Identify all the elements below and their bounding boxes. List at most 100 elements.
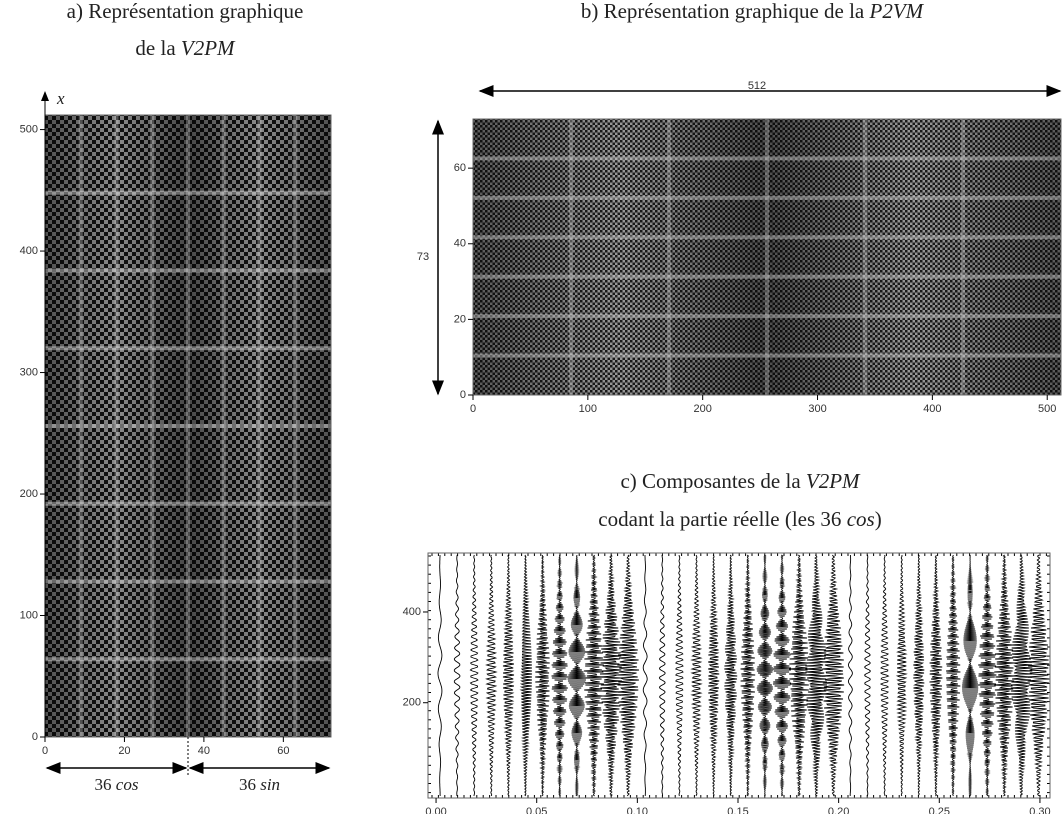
component-curve [485, 554, 498, 797]
text-part: V2PM [181, 36, 236, 60]
annotation: 36 cos [95, 775, 139, 794]
component-curve [453, 554, 461, 797]
text-part: codant la partie réelle (les 36 [598, 507, 846, 531]
heatmap-band [45, 190, 331, 195]
component-curve [642, 555, 648, 797]
component-curve [437, 555, 443, 797]
component-curve [707, 554, 720, 797]
x-tick-label: 0.00 [425, 806, 446, 814]
component-curve [756, 554, 774, 797]
heatmap-band [473, 156, 1061, 161]
text-part: 73 [417, 251, 429, 263]
text-part: de la [135, 36, 180, 60]
text-part: b) Représentation graphique de la [581, 0, 870, 23]
x-tick-label: 0.05 [526, 806, 547, 814]
x-tick-label: 20 [118, 745, 130, 757]
heatmap-band [863, 119, 867, 395]
y-tick-label: 40 [454, 238, 466, 250]
component-curve [822, 554, 845, 797]
x-tick-label: 0.15 [727, 806, 748, 814]
component-curve [617, 554, 640, 797]
component-curve [789, 554, 809, 797]
heatmap-band [150, 115, 155, 737]
x-tick-label: 60 [277, 745, 289, 757]
plot-frame [427, 552, 1051, 799]
heatmap-band [473, 195, 1061, 200]
plot-frame [472, 118, 1062, 396]
panel-title: codant la partie réelle (les 36 cos) [598, 507, 881, 531]
heatmap-shade [45, 115, 331, 737]
component-curve [599, 554, 622, 797]
y-tick-label: 500 [20, 123, 38, 135]
text-part: c) Composantes de la [620, 469, 805, 493]
component-curve [913, 554, 925, 797]
y-tick-label: 100 [20, 609, 38, 621]
component-curve [805, 554, 828, 797]
component-curve [879, 554, 890, 796]
component-curve [583, 554, 604, 797]
component-curve [847, 554, 853, 796]
component-curve [535, 554, 550, 797]
text-part: 512 [748, 80, 766, 92]
x-tick-label: 0 [470, 403, 476, 415]
heatmap-band [186, 115, 190, 737]
heatmap-band [473, 274, 1061, 279]
heatmap-band [473, 235, 1061, 240]
component-curve [929, 554, 943, 797]
text-part: 36 [239, 775, 260, 794]
component-curve [658, 554, 666, 797]
component-curve [675, 554, 684, 797]
heatmap-band [45, 268, 331, 273]
text-part: cos [847, 507, 875, 531]
heatmap-band [45, 579, 331, 584]
component-curve [519, 554, 533, 797]
y-tick-label: 400 [403, 606, 421, 618]
component-curve [978, 554, 997, 797]
heatmap-band [667, 119, 671, 395]
x-tick-label: 0.20 [828, 806, 849, 814]
component-curve [740, 554, 756, 797]
annotation: 512 [748, 80, 766, 92]
heatmap-shade [473, 119, 1061, 395]
component-curve [895, 554, 908, 797]
component-curve [1010, 554, 1033, 797]
x-tick-label: 0.30 [1029, 806, 1050, 814]
y-tick-label: 300 [20, 366, 38, 378]
heatmap-band [221, 115, 226, 737]
heatmap-band [293, 115, 298, 737]
component-curve [961, 554, 979, 797]
y-tick-label: 20 [454, 313, 466, 325]
x-tick-label: 200 [694, 403, 712, 415]
component-curve [1027, 554, 1050, 797]
heatmap-band [765, 119, 769, 395]
heatmap-band [45, 424, 331, 428]
heatmap-band [114, 115, 119, 737]
x-tick-label: 400 [923, 403, 941, 415]
text-part: cos [116, 775, 139, 794]
text-part: ) [875, 507, 882, 531]
x-tick-label: 0 [42, 745, 48, 757]
panel-title: c) Composantes de la V2PM [620, 469, 861, 493]
y-tick-label: 200 [403, 697, 421, 709]
annotation: 36 sin [239, 775, 280, 794]
component-curve [864, 554, 871, 797]
heatmap-band [473, 314, 1061, 319]
x-tick-label: 300 [808, 403, 826, 415]
heatmap-band [569, 119, 573, 395]
x-tick-label: 0.10 [627, 806, 648, 814]
component-curve [690, 554, 703, 797]
x-tick-label: 500 [1038, 403, 1056, 415]
component-curve [567, 554, 587, 797]
y-tick-label: 60 [454, 162, 466, 174]
heatmap-band [45, 501, 331, 506]
heatmap-band [78, 115, 83, 737]
y-tick-label: 200 [20, 488, 38, 500]
text-part: P2VM [869, 0, 925, 23]
text-part: V2PM [806, 469, 861, 493]
heatmap-band [45, 346, 331, 351]
y-axis-label: x [56, 89, 65, 108]
y-tick-label: 400 [20, 245, 38, 257]
heatmap-band [473, 353, 1061, 358]
y-tick-label: 0 [32, 731, 38, 743]
